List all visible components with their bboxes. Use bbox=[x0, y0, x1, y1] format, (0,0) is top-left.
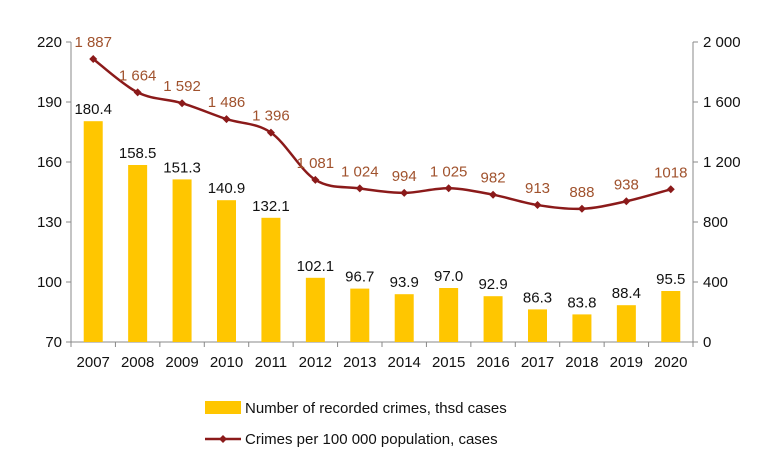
bar-value-label: 97.0 bbox=[434, 268, 463, 285]
bar-series bbox=[83, 121, 681, 342]
line-path bbox=[92, 57, 672, 211]
legend: Number of recorded crimes, thsd cases Cri… bbox=[205, 400, 507, 448]
line-value-label: 1 081 bbox=[297, 155, 335, 172]
x-tick-label: 2008 bbox=[121, 354, 154, 371]
line-point bbox=[133, 88, 142, 97]
bar bbox=[439, 288, 459, 342]
line-value-label: 888 bbox=[569, 184, 594, 201]
right-tick-label: 2 000 bbox=[703, 34, 741, 51]
bar-value-label: 132.1 bbox=[252, 198, 290, 215]
legend-line-label: Crimes per 100 000 population, cases bbox=[245, 431, 498, 448]
legend-bar-swatch bbox=[205, 401, 241, 414]
bar bbox=[305, 277, 325, 342]
bar-value-label: 92.9 bbox=[478, 276, 507, 293]
bar bbox=[616, 305, 636, 342]
line-point bbox=[178, 99, 187, 108]
bar bbox=[83, 121, 103, 342]
line-series bbox=[89, 54, 675, 213]
line-value-label: 1 486 bbox=[208, 94, 246, 111]
line-point bbox=[577, 204, 586, 213]
x-tick-label: 2015 bbox=[432, 354, 465, 371]
left-tick-label: 160 bbox=[37, 154, 62, 171]
x-tick-label: 2012 bbox=[299, 354, 332, 371]
bar-value-label: 88.4 bbox=[612, 285, 641, 302]
right-tick-label: 400 bbox=[703, 274, 728, 291]
line-point bbox=[266, 128, 275, 137]
line-point bbox=[355, 184, 364, 193]
chart-axes: 70 100 130 160 190 220 0 400 800 1 200 1 600 2 000 2… bbox=[37, 34, 741, 371]
line-value-label: 1 025 bbox=[430, 163, 468, 180]
legend-bar-label: Number of recorded crimes, thsd cases bbox=[245, 400, 507, 417]
bar bbox=[172, 179, 192, 342]
line-point bbox=[311, 175, 320, 184]
bar-value-label: 93.9 bbox=[390, 274, 419, 291]
line-value-label: 994 bbox=[392, 168, 417, 185]
bar bbox=[217, 200, 236, 342]
line-value-label: 938 bbox=[614, 176, 639, 193]
line-point bbox=[666, 185, 675, 194]
line-value-label: 1 396 bbox=[252, 108, 290, 125]
bar-value-label: 102.1 bbox=[297, 258, 335, 275]
x-tick-label: 2020 bbox=[654, 354, 687, 371]
bar-value-label: 96.7 bbox=[345, 269, 374, 286]
bar-value-label: 140.9 bbox=[208, 180, 246, 197]
line-value-label: 982 bbox=[481, 170, 506, 187]
line-value-label: 1 664 bbox=[119, 67, 157, 84]
left-tick-label: 220 bbox=[37, 34, 62, 51]
left-tick-label: 190 bbox=[37, 94, 62, 111]
line-point bbox=[222, 115, 231, 124]
bar-value-label: 151.3 bbox=[163, 159, 201, 176]
right-tick-label: 800 bbox=[703, 214, 728, 231]
line-point bbox=[533, 201, 542, 210]
x-tick-label: 2007 bbox=[77, 354, 110, 371]
line-value-label: 1 592 bbox=[163, 78, 201, 95]
bar bbox=[528, 309, 547, 342]
x-tick-label: 2016 bbox=[476, 354, 509, 371]
bar-value-label: 158.5 bbox=[119, 145, 157, 162]
x-tick-label: 2014 bbox=[388, 354, 421, 371]
left-tick-label: 130 bbox=[37, 214, 62, 231]
bar bbox=[483, 296, 503, 342]
x-tick-label: 2017 bbox=[521, 354, 554, 371]
bar bbox=[350, 288, 370, 342]
bar bbox=[572, 314, 592, 342]
bar bbox=[394, 294, 414, 342]
right-tick-label: 1 200 bbox=[703, 154, 741, 171]
bar-value-label: 86.3 bbox=[523, 289, 552, 306]
line-value-label: 1 024 bbox=[341, 163, 379, 180]
line-point bbox=[622, 197, 631, 206]
line-value-label: 1018 bbox=[654, 164, 687, 181]
line-point bbox=[89, 54, 98, 63]
x-tick-label: 2010 bbox=[210, 354, 243, 371]
bar bbox=[261, 217, 281, 342]
left-tick-label: 70 bbox=[45, 334, 62, 351]
bar-value-label: 180.4 bbox=[74, 101, 112, 118]
left-tick-label: 100 bbox=[37, 274, 62, 291]
x-tick-label: 2013 bbox=[343, 354, 376, 371]
x-tick-label: 2018 bbox=[565, 354, 598, 371]
line-value-label: 913 bbox=[525, 180, 550, 197]
bar-value-label: 83.8 bbox=[567, 294, 596, 311]
x-tick-label: 2019 bbox=[610, 354, 643, 371]
bar-value-label: 95.5 bbox=[656, 271, 685, 288]
line-point bbox=[400, 188, 409, 197]
line-point bbox=[444, 184, 453, 193]
x-tick-label: 2009 bbox=[165, 354, 198, 371]
right-tick-label: 1 600 bbox=[703, 94, 741, 111]
bar bbox=[661, 291, 681, 342]
right-tick-label: 0 bbox=[703, 334, 711, 351]
line-value-label: 1 887 bbox=[74, 34, 112, 51]
data-labels: 180.4 158.5 151.3 140.9 132.1 102.1 96.7 93.9 97… bbox=[74, 34, 687, 311]
line-point bbox=[489, 190, 498, 199]
x-tick-label: 2011 bbox=[255, 354, 287, 371]
bar bbox=[128, 165, 148, 342]
legend-line-marker bbox=[219, 435, 227, 443]
